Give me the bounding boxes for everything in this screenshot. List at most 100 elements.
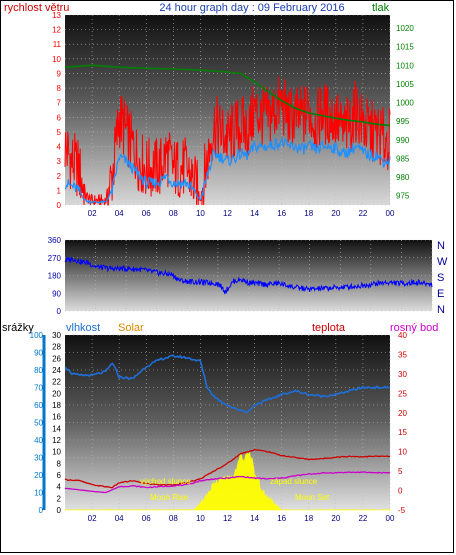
sunrise-annotation: východ slunce — [140, 477, 191, 486]
pressure-tick-label: 1005 — [396, 80, 414, 89]
temperature-tick-label: -5 — [398, 506, 406, 515]
series-layer — [64, 64, 433, 511]
pressure-tick-label: 1015 — [396, 43, 414, 52]
wind-tick-label: 0 — [57, 201, 62, 210]
dewpoint-line — [64, 471, 391, 494]
wind-gust-line — [64, 76, 391, 206]
dir-label-s: S — [437, 272, 444, 284]
temperature-tick-label: 10 — [398, 448, 407, 457]
direction-tick-label: 180 — [48, 272, 62, 281]
solar-tick-label: 12 — [52, 436, 61, 445]
x-tick-label: 10 — [196, 514, 205, 523]
wind-tick-label: 7 — [57, 99, 62, 108]
pressure-tick-label: 985 — [396, 154, 410, 163]
humidity-tick-label: 10 — [34, 489, 43, 498]
wind-tick-label: 5 — [57, 128, 62, 137]
x-tick-label: 22 — [358, 209, 367, 218]
temperature-tick-label: 40 — [398, 331, 407, 340]
temperature-label: teplota — [312, 322, 346, 334]
solar-tick-label: 24 — [52, 366, 61, 375]
moonrise-annotation: Moon Rise — [150, 493, 189, 502]
x-tick-label: 00 — [386, 514, 395, 523]
wind-tick-label: 10 — [52, 55, 61, 64]
solar-tick-label: 14 — [52, 424, 61, 433]
solar-tick-label: 10 — [52, 448, 61, 457]
pressure-tick-label: 1020 — [396, 24, 414, 33]
wind-tick-label: 1 — [57, 186, 62, 195]
solar-tick-label: 26 — [52, 354, 61, 363]
wind-tick-label: 8 — [57, 84, 62, 93]
wind-tick-label: 4 — [57, 143, 62, 152]
wind-tick-label: 2 — [57, 172, 62, 181]
humidity-tick-label: 30 — [34, 454, 43, 463]
wind-average-line — [64, 137, 391, 205]
x-tick-label: 08 — [169, 209, 178, 218]
direction-tick-label: 0 — [57, 307, 62, 316]
pressure-line — [64, 64, 391, 127]
x-tick-label: 18 — [304, 209, 313, 218]
x-tick-label: 14 — [250, 514, 259, 523]
wind-tick-label: 3 — [57, 157, 62, 166]
wind-direction-line — [64, 256, 433, 295]
humidity-tick-label: 90 — [34, 349, 43, 358]
dir-label-n-top: N — [437, 240, 445, 252]
humidity-tick-label: 100 — [30, 331, 44, 340]
x-tick-label: 18 — [304, 514, 313, 523]
direction-tick-label: 360 — [48, 236, 62, 245]
rain-label: srážky — [2, 322, 34, 334]
moonset-annotation: Moon Set — [295, 493, 330, 502]
temperature-tick-label: 20 — [398, 409, 407, 418]
x-tick-label: 20 — [331, 209, 340, 218]
solar-tick-label: 18 — [52, 401, 61, 410]
humidity-tick-label: 0 — [39, 506, 44, 515]
wind-speed-label: rychlost větru — [4, 2, 69, 14]
pressure-label: tlak — [372, 2, 390, 14]
x-tick-label: 02 — [88, 514, 97, 523]
temperature-tick-label: 5 — [398, 467, 403, 476]
solar-tick-label: 28 — [52, 343, 61, 352]
humidity-line — [64, 354, 391, 414]
temperature-tick-label: 30 — [398, 370, 407, 379]
x-tick-label: 06 — [142, 209, 151, 218]
temperature-tick-label: 0 — [398, 487, 403, 496]
wind-tick-label: 9 — [57, 69, 62, 78]
solar-label: Solar — [118, 322, 144, 334]
temperature-tick-label: 25 — [398, 389, 407, 398]
solar-tick-label: 22 — [52, 378, 61, 387]
x-tick-label: 00 — [386, 209, 395, 218]
pressure-tick-label: 1000 — [396, 99, 414, 108]
solar-tick-label: 16 — [52, 413, 61, 422]
x-tick-label: 06 — [142, 514, 151, 523]
x-tick-label: 04 — [115, 209, 124, 218]
x-tick-label: 12 — [223, 514, 232, 523]
solar-tick-label: 20 — [52, 389, 61, 398]
x-tick-label: 02 — [88, 209, 97, 218]
x-tick-label: 08 — [169, 514, 178, 523]
wind-tick-label: 13 — [52, 11, 61, 20]
direction-tick-label: 270 — [48, 254, 62, 263]
solar-tick-label: 30 — [52, 331, 61, 340]
wind-tick-label: 12 — [52, 26, 61, 35]
x-tick-label: 14 — [250, 209, 259, 218]
humidity-label: vlhkost — [66, 322, 100, 334]
humidity-tick-label: 60 — [34, 401, 43, 410]
x-tick-label: 20 — [331, 514, 340, 523]
wind-tick-label: 11 — [53, 40, 62, 49]
solar-tick-label: 0 — [57, 506, 62, 515]
x-tick-label: 04 — [115, 514, 124, 523]
x-tick-label: 16 — [277, 514, 286, 523]
dir-label-e: E — [437, 288, 444, 300]
x-tick-label: 16 — [277, 209, 286, 218]
sunset-annotation: západ slunce — [270, 477, 318, 486]
temperature-tick-label: 35 — [398, 350, 407, 359]
pressure-tick-label: 980 — [396, 173, 410, 182]
direction-panel — [65, 240, 432, 311]
temperature-line — [64, 448, 391, 489]
temperature-tick-label: 15 — [398, 428, 407, 437]
humidity-tick-label: 70 — [34, 384, 43, 393]
dewpoint-label: rosný bod — [390, 322, 438, 334]
dir-label-n-bottom: N — [437, 304, 445, 316]
